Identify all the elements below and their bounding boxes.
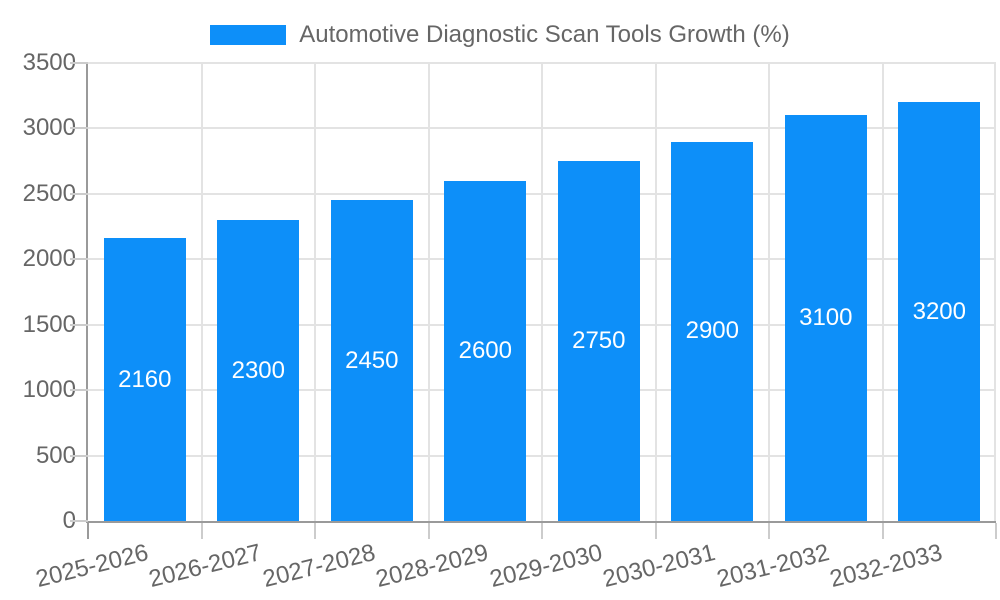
y-axis-label: 500	[35, 441, 76, 469]
x-tick	[314, 523, 316, 539]
x-axis-label: 2028-2029	[373, 539, 492, 593]
y-tick	[70, 62, 88, 64]
bar: 3200	[898, 102, 981, 521]
y-axis-label: 3500	[22, 49, 76, 76]
x-tick	[995, 523, 997, 539]
y-tick	[70, 127, 88, 130]
legend-swatch	[210, 25, 287, 45]
bar-value-label: 2300	[231, 356, 285, 384]
v-gridline	[768, 63, 770, 521]
y-tick	[70, 192, 88, 195]
x-axis-label: 2031-2032	[714, 539, 832, 593]
plot-area: 2160 2300 2450 2600 2750 2900 3100 3200	[88, 62, 996, 521]
bar: 2300	[217, 220, 300, 521]
y-tick	[70, 520, 88, 522]
y-tick	[70, 454, 88, 457]
v-gridline	[428, 63, 430, 521]
x-axis-label: 2025-2026	[33, 539, 151, 593]
legend[interactable]: Automotive Diagnostic Scan Tools Growth …	[0, 22, 1000, 48]
bar-value-label: 3100	[799, 304, 853, 332]
bar-value-label: 2900	[685, 317, 739, 345]
bar-value-label: 2160	[118, 365, 172, 393]
x-tick	[201, 523, 203, 539]
y-tick	[70, 389, 88, 392]
y-axis-label: 2000	[22, 245, 76, 273]
x-tick	[882, 523, 884, 539]
bar: 2450	[330, 200, 413, 521]
bar: 2900	[671, 141, 754, 521]
x-axis-label: 2029-2030	[487, 539, 605, 593]
x-tick	[87, 523, 89, 539]
y-axis-label: 0	[62, 507, 76, 534]
bar: 3100	[784, 115, 867, 521]
legend-label: Automotive Diagnostic Scan Tools Growth …	[299, 21, 790, 48]
x-tick	[428, 523, 430, 539]
y-axis-label: 1500	[22, 310, 76, 338]
y-tick	[70, 258, 88, 261]
v-gridline	[882, 63, 884, 521]
v-gridline	[541, 63, 543, 521]
x-axis-line	[86, 521, 996, 523]
bar-value-label: 3200	[912, 297, 966, 325]
v-gridline	[201, 63, 203, 521]
y-axis-label: 1000	[22, 376, 76, 404]
x-axis-label: 2032-2033	[827, 539, 946, 593]
y-axis-label: 2500	[22, 179, 76, 207]
y-axis-line	[86, 63, 88, 523]
bar-value-label: 2750	[572, 327, 626, 355]
bar-value-label: 2600	[458, 336, 512, 364]
y-tick	[70, 323, 88, 326]
x-axis-label: 2027-2028	[260, 539, 378, 593]
x-tick	[541, 523, 543, 539]
bar: 2600	[444, 180, 527, 521]
bar-value-label: 2450	[345, 346, 399, 374]
x-axis-label: 2026-2027	[146, 539, 265, 593]
bar: 2750	[557, 161, 640, 521]
bar: 2160	[103, 238, 186, 521]
v-gridline	[314, 63, 316, 521]
x-tick	[768, 523, 770, 539]
y-axis-label: 3000	[22, 114, 76, 142]
v-gridline	[655, 63, 657, 521]
v-gridline	[994, 63, 996, 521]
x-axis-label: 2030-2031	[600, 539, 719, 593]
x-tick	[655, 523, 657, 539]
